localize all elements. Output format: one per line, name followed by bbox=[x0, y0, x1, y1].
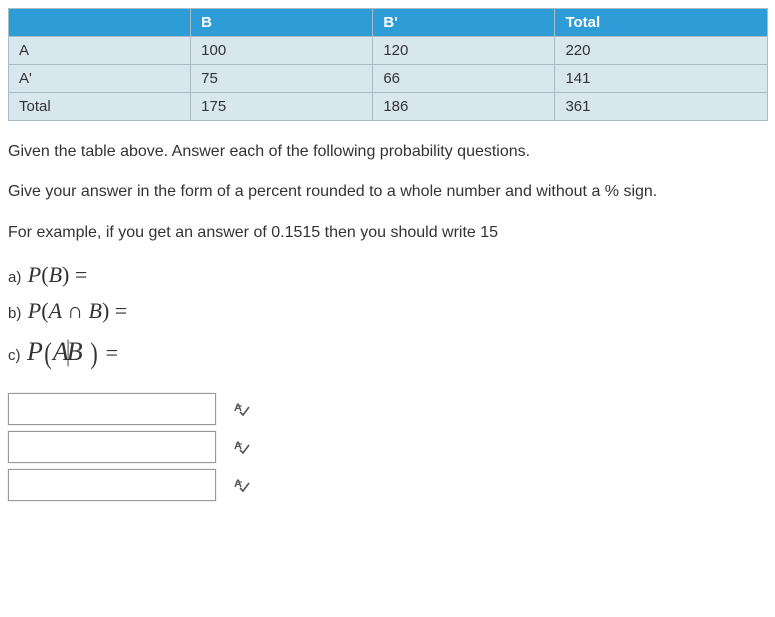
answer-input-c[interactable] bbox=[8, 469, 216, 501]
cell: 186 bbox=[373, 93, 555, 121]
table-header-Bprime: B' bbox=[373, 9, 555, 37]
answer-row-b: A bbox=[8, 431, 767, 463]
cell: 66 bbox=[373, 65, 555, 93]
table-header-B: B bbox=[191, 9, 373, 37]
instruction-line-3: For example, if you get an answer of 0.1… bbox=[8, 222, 767, 244]
question-a: a) P(B) = bbox=[8, 262, 767, 288]
cell: 75 bbox=[191, 65, 373, 93]
row-label-Aprime: A' bbox=[9, 65, 191, 93]
answers-block: A A A bbox=[8, 393, 767, 501]
question-b-expression: P(A ∩ B) = bbox=[28, 298, 127, 323]
question-b-label: b) bbox=[8, 305, 21, 322]
spellcheck-icon[interactable]: A bbox=[234, 439, 250, 455]
question-c-expression: P(A|B ) = bbox=[27, 337, 118, 366]
cell: 141 bbox=[555, 65, 768, 93]
cell: 361 bbox=[555, 93, 768, 121]
answer-input-a[interactable] bbox=[8, 393, 216, 425]
cell: 175 bbox=[191, 93, 373, 121]
question-a-expression: P(B) = bbox=[28, 262, 87, 287]
question-b: b) P(A ∩ B) = bbox=[8, 298, 767, 324]
table-row: Total 175 186 361 bbox=[9, 93, 768, 121]
answer-row-a: A bbox=[8, 393, 767, 425]
cell: 120 bbox=[373, 37, 555, 65]
instruction-line-1: Given the table above. Answer each of th… bbox=[8, 141, 767, 163]
spellcheck-icon[interactable]: A bbox=[234, 477, 250, 493]
cell: 220 bbox=[555, 37, 768, 65]
cell: 100 bbox=[191, 37, 373, 65]
row-label-A: A bbox=[9, 37, 191, 65]
table-header-total: Total bbox=[555, 9, 768, 37]
question-c-label: c) bbox=[8, 347, 21, 364]
table-header-blank bbox=[9, 9, 191, 37]
contingency-table: B B' Total A 100 120 220 A' 75 66 141 To… bbox=[8, 8, 768, 121]
table-row: A' 75 66 141 bbox=[9, 65, 768, 93]
question-c: c) P(A|B ) = bbox=[8, 334, 767, 371]
question-a-label: a) bbox=[8, 269, 21, 286]
table-header-row: B B' Total bbox=[9, 9, 768, 37]
answer-row-c: A bbox=[8, 469, 767, 501]
instruction-line-2: Give your answer in the form of a percen… bbox=[8, 181, 767, 203]
spellcheck-icon[interactable]: A bbox=[234, 401, 250, 417]
instructions-block: Given the table above. Answer each of th… bbox=[8, 141, 767, 244]
row-label-total: Total bbox=[9, 93, 191, 121]
table-row: A 100 120 220 bbox=[9, 37, 768, 65]
answer-input-b[interactable] bbox=[8, 431, 216, 463]
